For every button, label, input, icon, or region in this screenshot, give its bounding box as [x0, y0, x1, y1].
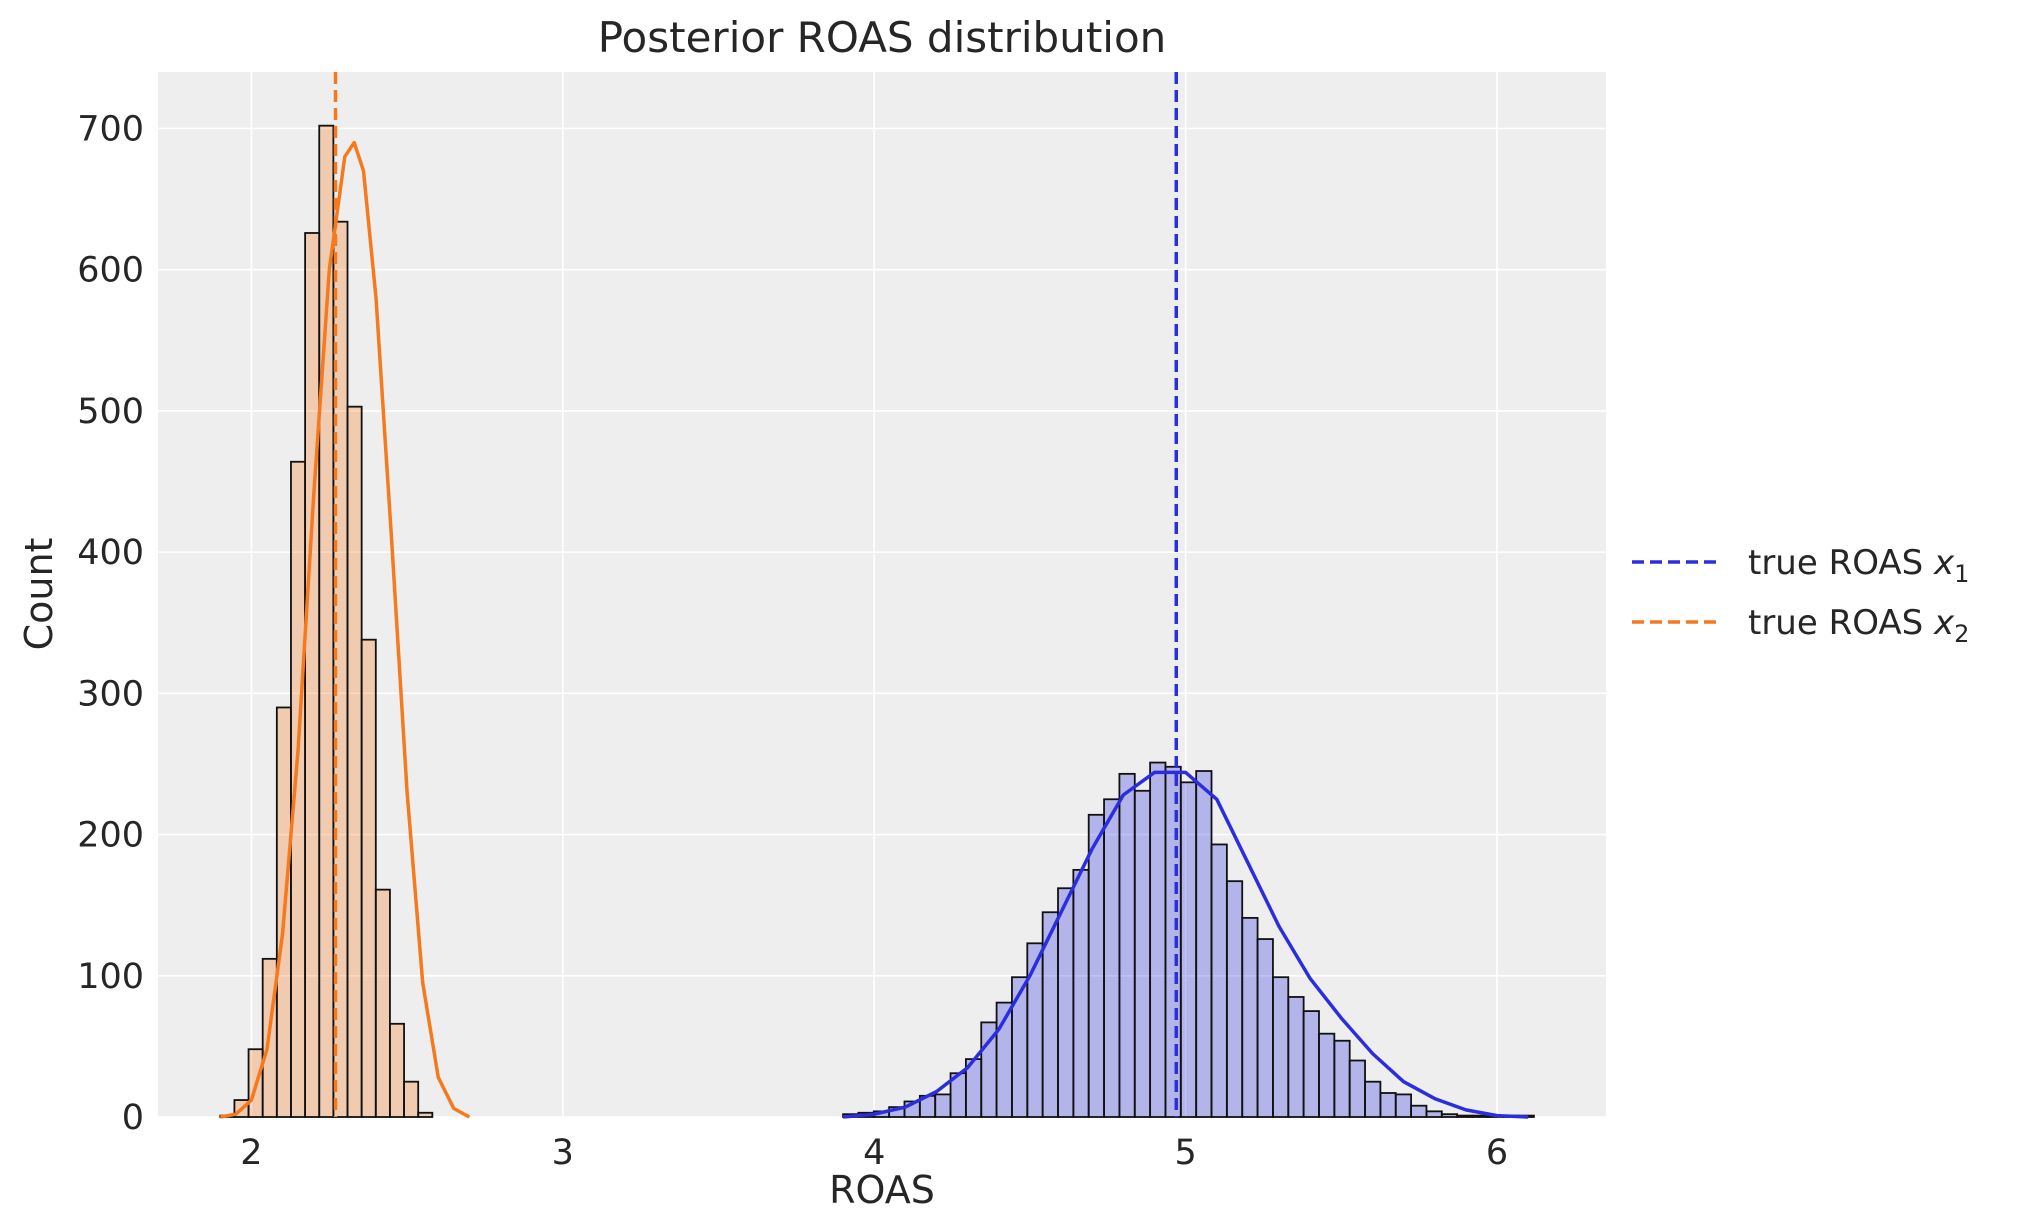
blue-bar-38: [1425, 1110, 1443, 1118]
blue-bar-22: [1179, 781, 1198, 1118]
blue-bar-15: [1072, 868, 1090, 1118]
blue-histogram: [842, 761, 1535, 1118]
blue-bar-11: [1011, 976, 1029, 1118]
blue-bar-28: [1272, 976, 1290, 1118]
y-tick-label-1: 100: [77, 957, 144, 997]
x-tick-label-2: 4: [863, 1133, 885, 1173]
blue-bar-32: [1333, 1039, 1351, 1118]
blue-bar-31: [1318, 1032, 1336, 1118]
blue-bar-27: [1256, 938, 1274, 1118]
blue-bar-34: [1364, 1080, 1382, 1118]
x-tick-label-4: 6: [1486, 1133, 1508, 1173]
chart-title: Posterior ROAS distribution: [598, 13, 1167, 62]
y-tick-label-4: 400: [77, 533, 144, 573]
x-tick-label-3: 5: [1174, 1133, 1196, 1173]
legend: true ROAS x1 true ROAS x2: [1632, 543, 1969, 648]
blue-bar-29: [1287, 996, 1305, 1118]
blue-bar-23: [1195, 770, 1213, 1118]
y-tick-label-3: 300: [77, 674, 144, 714]
blue-bar-30: [1302, 1010, 1320, 1118]
orange-bar-10: [360, 638, 377, 1118]
orange-bar-11: [374, 888, 391, 1118]
blue-bar-20: [1149, 761, 1167, 1118]
x-axis-ticks: 2 3 4 5 6: [240, 1133, 1508, 1173]
blue-bar-25: [1225, 880, 1244, 1118]
orange-bar-14: [417, 1111, 434, 1118]
y-tick-label-0: 0: [122, 1098, 144, 1138]
orange-bar-9: [346, 405, 363, 1118]
blue-bar-33: [1348, 1059, 1366, 1118]
y-tick-label-7: 700: [77, 109, 144, 149]
blue-bar-18: [1118, 772, 1136, 1118]
y-tick-label-2: 200: [77, 816, 144, 856]
legend-label-2: true ROAS x2: [1748, 603, 1969, 648]
blue-bar-21: [1164, 765, 1182, 1118]
blue-bar-14: [1057, 887, 1075, 1118]
x-tick-label-0: 2: [240, 1133, 262, 1173]
blue-bar-41: [1471, 1114, 1489, 1118]
orange-bar-7: [318, 124, 335, 1118]
plot-background: [158, 72, 1606, 1117]
reference-lines: [333, 72, 1179, 1117]
blue-bar-17: [1103, 798, 1121, 1118]
y-tick-label-5: 500: [77, 392, 144, 432]
blue-kde-curve: [842, 770, 1529, 1119]
orange-bar-6: [304, 232, 321, 1118]
y-axis-ticks: 0 100 200 300 400 500 600 700: [77, 109, 144, 1138]
y-axis-label: Count: [17, 538, 61, 651]
y-tick-label-6: 600: [77, 251, 144, 291]
blue-bar-16: [1087, 813, 1105, 1118]
x-tick-label-1: 3: [552, 1133, 574, 1173]
blue-bar-37: [1410, 1104, 1428, 1118]
blue-bar-19: [1133, 789, 1152, 1118]
orange-kde-curve: [219, 140, 471, 1119]
blue-bar-35: [1379, 1092, 1397, 1118]
legend-label-1: true ROAS x1: [1748, 543, 1969, 588]
x-axis-label: ROAS: [829, 1168, 935, 1212]
orange-bar-12: [389, 1022, 405, 1118]
orange-bar-13: [403, 1080, 420, 1118]
blue-bar-39: [1440, 1113, 1459, 1118]
blue-bar-6: [934, 1093, 952, 1118]
blue-bar-24: [1210, 843, 1228, 1118]
blue-bar-40: [1456, 1114, 1474, 1118]
blue-bar-26: [1241, 916, 1259, 1118]
kde-curves: [219, 140, 1529, 1119]
blue-bar-36: [1394, 1093, 1412, 1118]
